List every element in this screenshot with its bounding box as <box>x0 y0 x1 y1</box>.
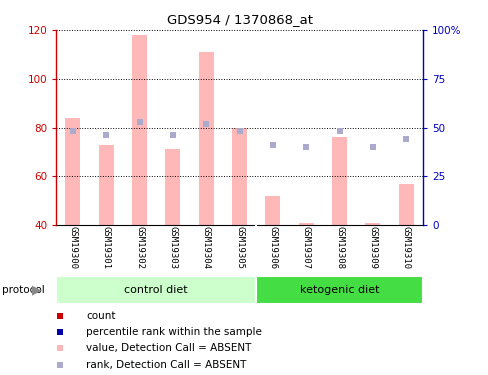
Text: count: count <box>86 310 115 321</box>
Bar <box>232 128 246 225</box>
Bar <box>65 118 80 225</box>
Text: GSM19307: GSM19307 <box>301 226 310 269</box>
Text: GSM19306: GSM19306 <box>268 226 277 269</box>
Bar <box>99 145 114 225</box>
Text: GSM19310: GSM19310 <box>401 226 410 269</box>
Text: value, Detection Call = ABSENT: value, Detection Call = ABSENT <box>86 344 251 353</box>
Text: rank, Detection Call = ABSENT: rank, Detection Call = ABSENT <box>86 360 246 370</box>
Text: GSM19301: GSM19301 <box>102 226 110 269</box>
Bar <box>165 149 180 225</box>
Bar <box>298 223 313 225</box>
Bar <box>198 52 213 225</box>
Bar <box>256 276 422 304</box>
Bar <box>56 276 256 304</box>
Text: GSM19302: GSM19302 <box>135 226 144 269</box>
Text: protocol: protocol <box>2 285 45 295</box>
Bar <box>132 35 147 225</box>
Text: percentile rank within the sample: percentile rank within the sample <box>86 327 262 337</box>
Bar <box>398 184 413 225</box>
Text: GSM19308: GSM19308 <box>334 226 344 269</box>
Text: GSM19305: GSM19305 <box>235 226 244 269</box>
Text: GSM19304: GSM19304 <box>202 226 210 269</box>
Text: control diet: control diet <box>124 285 188 295</box>
Text: ▶: ▶ <box>32 283 41 296</box>
Text: ketogenic diet: ketogenic diet <box>299 285 379 295</box>
Text: GSM19300: GSM19300 <box>68 226 77 269</box>
Text: GSM19303: GSM19303 <box>168 226 177 269</box>
Bar <box>265 196 280 225</box>
Text: GSM19309: GSM19309 <box>368 226 377 269</box>
Bar <box>365 223 380 225</box>
Text: GDS954 / 1370868_at: GDS954 / 1370868_at <box>166 13 312 26</box>
Bar <box>331 137 346 225</box>
